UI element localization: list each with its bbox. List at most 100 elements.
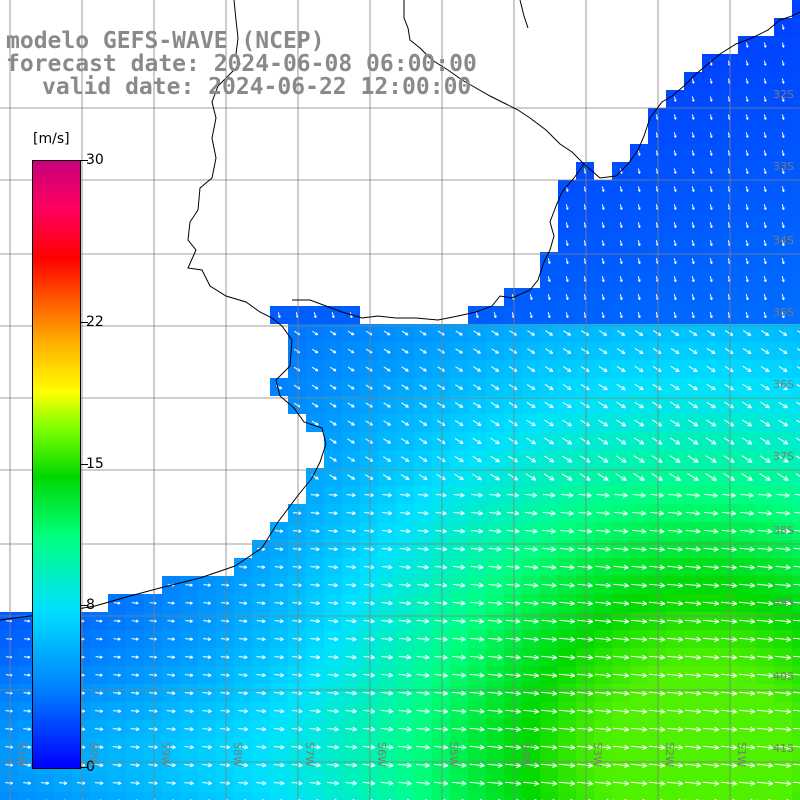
wind-arrow	[95, 655, 103, 659]
wind-arrow	[526, 366, 536, 372]
wind-arrow	[709, 204, 713, 210]
wind-arrow	[418, 420, 428, 426]
wind-arrow	[363, 654, 375, 660]
wind-arrow	[24, 619, 31, 623]
wind-arrow	[401, 384, 409, 390]
wind-arrow	[630, 690, 648, 696]
wind-arrow	[327, 654, 339, 660]
wind-arrow	[763, 42, 767, 48]
wind-arrow	[669, 419, 681, 427]
wind-arrow	[781, 186, 785, 193]
wind-cell	[432, 792, 450, 800]
wind-arrow	[469, 672, 485, 678]
wind-arrow	[505, 654, 521, 660]
wind-arrow	[709, 276, 713, 283]
wind-arrow	[523, 618, 539, 624]
wind-cell	[90, 792, 108, 800]
wind-arrow	[745, 258, 749, 265]
wind-arrow	[792, 673, 800, 676]
wind-arrow	[544, 383, 554, 391]
wind-arrow	[558, 690, 576, 696]
wind-arrow	[400, 474, 410, 481]
wind-arrow	[612, 636, 630, 642]
wind-arrow	[23, 727, 31, 731]
wind-arrow	[310, 583, 320, 588]
wind-arrow	[256, 637, 266, 642]
wind-arrow	[685, 546, 701, 552]
wind-arrow	[613, 546, 629, 552]
wind-arrow	[615, 455, 627, 463]
wind-arrow	[673, 294, 677, 301]
wind-arrow	[619, 240, 623, 246]
wind-arrow	[558, 726, 576, 732]
wind-arrow	[490, 455, 500, 463]
wind-arrow	[274, 565, 284, 570]
wind-arrow	[631, 546, 647, 552]
wind-arrow	[454, 437, 464, 445]
wind-arrow	[398, 654, 412, 660]
wind-arrow	[310, 619, 321, 624]
wind-cell	[792, 288, 800, 306]
wind-arrow	[23, 709, 31, 713]
wind-arrow	[327, 780, 339, 786]
wind-arrow	[594, 744, 612, 750]
wind-arrow	[781, 60, 785, 66]
wind-arrow	[95, 691, 103, 695]
wind-arrow	[794, 493, 800, 496]
wind-arrow	[738, 708, 756, 714]
wind-arrow	[399, 582, 411, 588]
wind-arrow	[149, 673, 158, 677]
wind-arrow	[383, 420, 391, 426]
wind-arrow	[487, 726, 503, 732]
wind-arrow	[619, 258, 623, 265]
wind-arrow	[185, 637, 193, 641]
wind-arrow	[601, 186, 605, 192]
wind-arrow	[345, 780, 358, 786]
wind-arrow	[615, 473, 627, 481]
wind-arrow	[184, 781, 194, 786]
wind-arrow	[781, 78, 785, 84]
wind-arrow	[453, 492, 465, 498]
wind-arrow	[684, 762, 702, 768]
wind-arrow	[239, 583, 248, 587]
wind-arrow	[649, 564, 665, 570]
wind-arrow	[328, 511, 338, 516]
wind-arrow	[544, 401, 554, 409]
wind-arrow	[615, 437, 627, 445]
wind-arrow	[594, 672, 612, 678]
wind-arrow	[472, 473, 482, 481]
wind-arrow	[94, 763, 104, 768]
wind-arrow	[709, 222, 713, 229]
wind-arrow	[434, 744, 449, 750]
wind-arrow	[291, 708, 303, 714]
wind-arrow	[721, 528, 737, 534]
wind-arrow	[745, 294, 749, 301]
longitude-label: 53W	[591, 742, 604, 767]
wind-arrow	[328, 529, 338, 534]
wind-arrow	[576, 672, 594, 678]
wind-arrow	[619, 186, 623, 192]
coastline	[0, 0, 327, 621]
wind-arrow	[185, 583, 193, 587]
wind-arrow	[685, 528, 701, 534]
wind-arrow	[720, 636, 738, 642]
wind-arrow	[702, 618, 720, 624]
wind-arrow	[419, 384, 427, 390]
wind-arrow	[185, 601, 193, 605]
wind-cell	[792, 432, 800, 450]
wind-arrow	[613, 528, 629, 534]
wind-arrow	[616, 383, 626, 391]
wind-arrow	[453, 510, 465, 516]
wind-arrow	[294, 330, 301, 336]
wind-arrow	[491, 366, 500, 372]
wind-arrow	[220, 727, 231, 732]
wind-arrow	[738, 690, 756, 696]
wind-cell	[252, 792, 270, 800]
wind-arrow	[756, 654, 774, 660]
wind-arrow	[632, 510, 647, 516]
wind-arrow	[763, 60, 767, 66]
wind-arrow	[452, 672, 467, 678]
wind-arrow	[745, 42, 749, 48]
wind-arrow	[774, 762, 792, 768]
wind-arrow	[542, 546, 557, 552]
